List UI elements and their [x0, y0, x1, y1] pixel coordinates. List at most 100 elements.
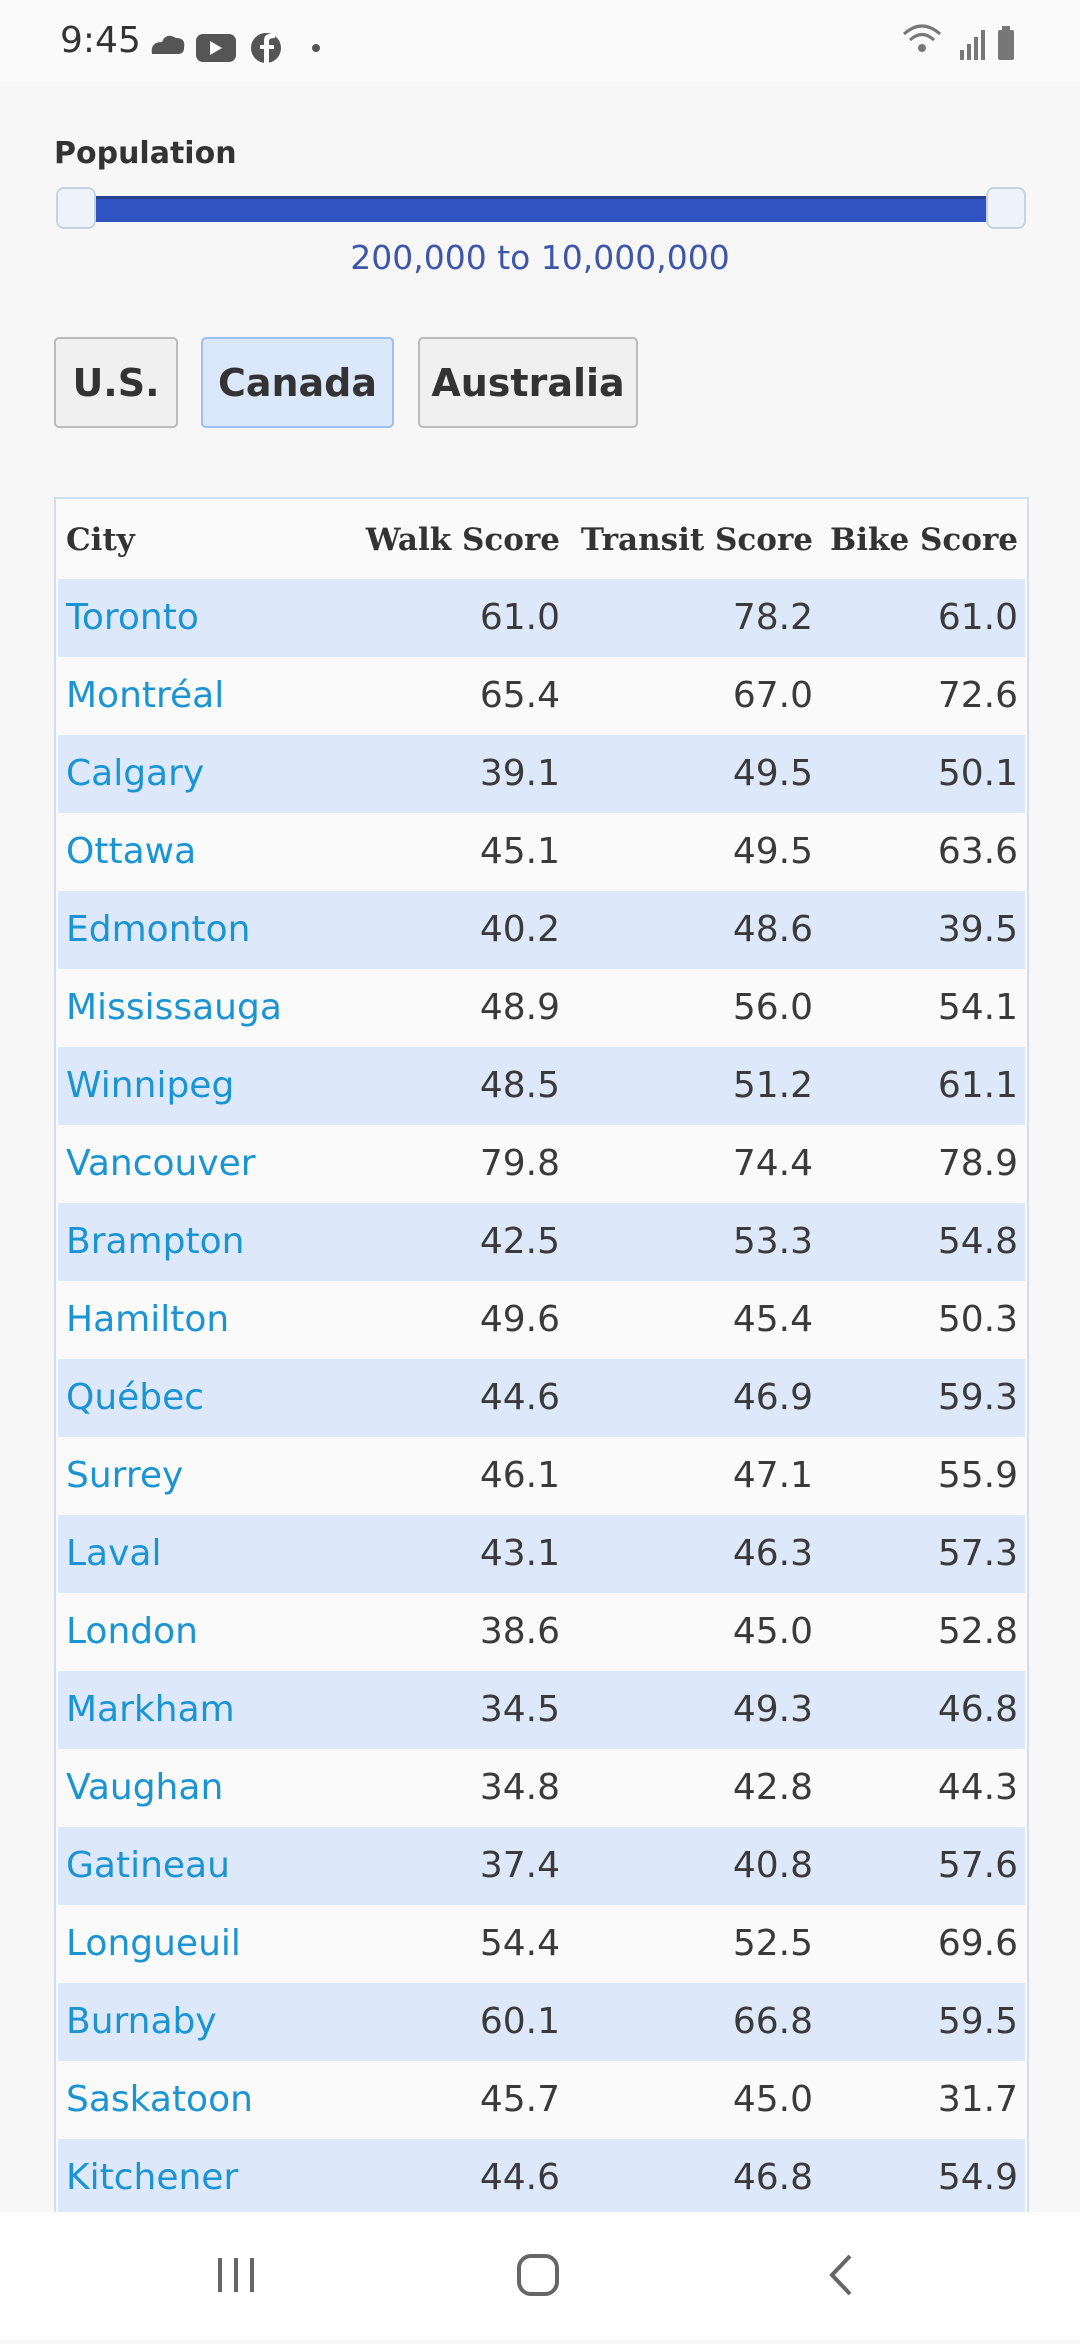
score-cell: 38.6 [479, 1611, 560, 1652]
clock: 9:45 [60, 20, 141, 61]
score-cell: 39.1 [479, 753, 560, 794]
column-header: City [66, 522, 135, 558]
table-row: Montréal 65.4 67.0 72.6 [58, 657, 1025, 735]
city-link[interactable]: London [66, 1611, 198, 1652]
table-row: Surrey 46.1 47.1 55.9 [58, 1437, 1025, 1515]
city-link[interactable]: Kitchener [66, 2157, 239, 2198]
table-row: Winnipeg 48.5 51.2 61.1 [58, 1047, 1025, 1125]
city-link[interactable]: Gatineau [66, 1845, 230, 1886]
score-cell: 49.5 [732, 831, 813, 872]
score-table: City Walk Score Transit Score Bike Score Tor… [54, 497, 1029, 2297]
table-row: Québec 44.6 46.9 59.3 [58, 1359, 1025, 1437]
score-cell: 49.3 [732, 1689, 813, 1730]
score-cell: 45.4 [732, 1299, 813, 1340]
city-link[interactable]: Calgary [66, 753, 205, 794]
city-link[interactable]: Surrey [66, 1455, 184, 1496]
score-cell: 63.6 [937, 831, 1018, 872]
score-cell: 57.6 [937, 1845, 1018, 1886]
city-link[interactable]: Mississauga [66, 987, 282, 1028]
score-cell: 57.3 [937, 1533, 1018, 1574]
column-header: Transit Score [580, 522, 813, 558]
table-row: Kitchener 44.6 46.8 54.9 [58, 2139, 1025, 2217]
tab-button[interactable]: U.S. [54, 337, 178, 428]
city-link[interactable]: Saskatoon [66, 2079, 253, 2120]
score-cell: 61.0 [479, 597, 560, 638]
tab-button[interactable]: Australia [418, 337, 638, 428]
table-row: Calgary 39.1 49.5 50.1 [58, 735, 1025, 813]
score-cell: 44.3 [937, 1767, 1018, 1808]
score-cell: 54.4 [479, 1923, 560, 1964]
table-row: Hamilton 49.6 45.4 50.3 [58, 1281, 1025, 1359]
tab-button[interactable]: Canada [201, 337, 394, 428]
city-link[interactable]: Winnipeg [66, 1065, 235, 1106]
score-cell: 42.5 [479, 1221, 560, 1262]
nav-icons [218, 2254, 852, 2296]
city-link[interactable]: Hamilton [66, 1299, 230, 1340]
score-cell: 59.5 [937, 2001, 1018, 2042]
score-cell: 54.1 [937, 987, 1018, 1028]
score-cell: 45.7 [479, 2079, 560, 2120]
city-link[interactable]: Brampton [66, 1221, 245, 1262]
navigation-bar [0, 2212, 1080, 2340]
status-bar: 9:45 [0, 0, 1080, 82]
score-cell: 46.3 [732, 1533, 813, 1574]
city-link[interactable]: Edmonton [66, 909, 251, 950]
score-cell: 53.3 [732, 1221, 813, 1262]
score-cell: 46.1 [479, 1455, 560, 1496]
table-row: Gatineau 37.4 40.8 57.6 [58, 1827, 1025, 1905]
city-link[interactable]: Québec [66, 1377, 205, 1418]
score-cell: 49.5 [732, 753, 813, 794]
table-row: Vancouver 79.8 74.4 78.9 [58, 1125, 1025, 1203]
city-link[interactable]: Vaughan [66, 1767, 224, 1808]
score-cell: 31.7 [937, 2079, 1018, 2120]
score-cell: 44.6 [479, 2157, 560, 2198]
city-link[interactable]: Montréal [66, 675, 225, 716]
score-cell: 79.8 [479, 1143, 560, 1184]
score-cell: 44.6 [479, 1377, 560, 1418]
table-row: London 38.6 45.0 52.8 [58, 1593, 1025, 1671]
score-cell: 34.5 [479, 1689, 560, 1730]
score-cell: 74.4 [732, 1143, 813, 1184]
score-cell: 43.1 [479, 1533, 560, 1574]
score-cell: 45.0 [732, 2079, 813, 2120]
score-cell: 46.9 [732, 1377, 813, 1418]
city-link[interactable]: Longueuil [66, 1923, 241, 1964]
score-cell: 45.1 [479, 831, 560, 872]
system-icons [903, 24, 1014, 60]
score-cell: 60.1 [479, 2001, 560, 2042]
score-cell: 48.9 [479, 987, 560, 1028]
score-cell: 49.6 [479, 1299, 560, 1340]
table-row: Longueuil 54.4 52.5 69.6 [58, 1905, 1025, 1983]
score-cell: 52.5 [732, 1923, 813, 1964]
city-link[interactable]: Toronto [66, 597, 199, 638]
city-link[interactable]: Markham [66, 1689, 235, 1730]
city-link[interactable]: Burnaby [66, 2001, 217, 2042]
column-header: Walk Score [365, 522, 560, 558]
filter-label: Population [54, 136, 237, 171]
score-cell: 78.9 [937, 1143, 1018, 1184]
city-link[interactable]: Laval [66, 1533, 162, 1574]
header-row: City Walk Score Transit Score Bike Score [58, 501, 1025, 579]
score-cell: 72.6 [937, 675, 1018, 716]
score-cell: 42.8 [732, 1767, 813, 1808]
score-cell: 50.1 [937, 753, 1018, 794]
slider-handle[interactable] [986, 187, 1026, 229]
score-cell: 50.3 [937, 1299, 1018, 1340]
score-cell: 40.2 [479, 909, 560, 950]
slider-handle[interactable] [56, 187, 96, 229]
score-cell: 54.9 [937, 2157, 1018, 2198]
table-row: Vaughan 34.8 42.8 44.3 [58, 1749, 1025, 1827]
table-row: Toronto 61.0 78.2 61.0 [58, 579, 1025, 657]
city-link[interactable]: Ottawa [66, 831, 197, 872]
city-link[interactable]: Vancouver [66, 1143, 256, 1184]
table-row: Ottawa 45.1 49.5 63.6 [58, 813, 1025, 891]
score-cell: 52.8 [937, 1611, 1018, 1652]
score-cell: 69.6 [937, 1923, 1018, 1964]
score-cell: 45.0 [732, 1611, 813, 1652]
score-cell: 67.0 [732, 675, 813, 716]
range-text: 200,000 to 10,000,000 [350, 238, 730, 277]
score-cell: 47.1 [732, 1455, 813, 1496]
slider-track[interactable] [76, 196, 1004, 222]
score-cell: 48.6 [732, 909, 813, 950]
